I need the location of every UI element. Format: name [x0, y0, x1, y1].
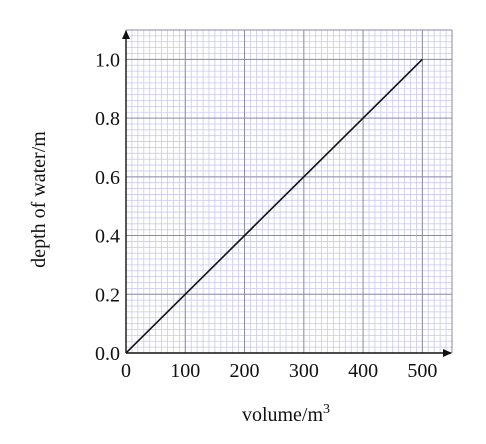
x-tick-label: 400 [348, 360, 378, 382]
y-tick-label: 0.4 [95, 226, 120, 248]
y-tick-label: 0.2 [95, 284, 120, 306]
x-tick-label: 500 [407, 360, 437, 382]
x-tick-label: 100 [170, 360, 200, 382]
x-axis-arrow [443, 349, 452, 357]
y-tick-labels: 0.0 0.2 0.4 0.6 0.8 1.0 [95, 49, 120, 365]
x-axis-title-text: volume/m [242, 404, 324, 426]
series-line [125, 58, 423, 354]
y-tick-label: 0.8 [95, 108, 120, 130]
y-axis-title: depth of water/m [28, 131, 50, 268]
y-axis-arrow [122, 30, 130, 39]
axes [122, 30, 452, 357]
x-tick-label: 200 [230, 360, 260, 382]
y-tick-label: 0.6 [95, 167, 120, 189]
minor-grid [125, 29, 453, 354]
x-tick-label: 0 [121, 360, 131, 382]
series-layer [125, 58, 423, 354]
x-tick-labels: 0 100 200 300 400 500 [121, 360, 437, 382]
x-axis-title-superscript: 3 [323, 402, 330, 417]
x-tick-label: 300 [289, 360, 319, 382]
y-tick-label: 0.0 [95, 343, 120, 365]
y-tick-label: 1.0 [95, 49, 120, 71]
x-axis-title: volume/m3 [242, 402, 330, 426]
